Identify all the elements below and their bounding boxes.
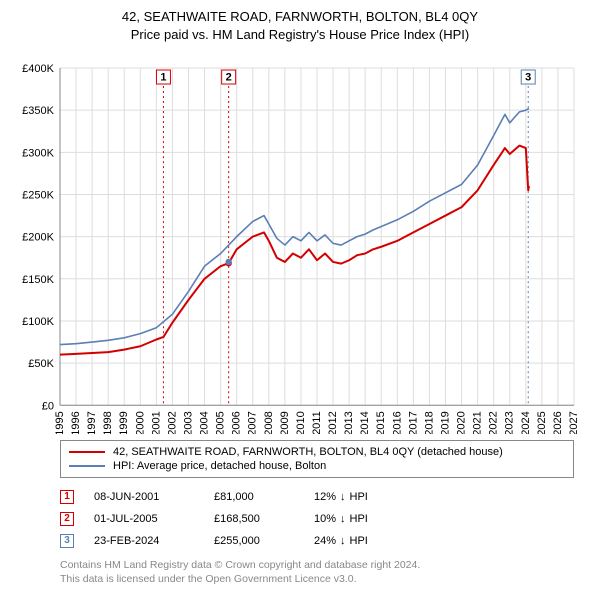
transaction-price: £255,000 bbox=[214, 535, 294, 547]
svg-text:2002: 2002 bbox=[166, 412, 178, 434]
transaction-delta: 10% HPI bbox=[314, 513, 424, 525]
svg-text:2000: 2000 bbox=[134, 412, 146, 434]
legend: 42, SEATHWAITE ROAD, FARNWORTH, BOLTON, … bbox=[60, 440, 574, 478]
arrow-down-icon bbox=[340, 513, 346, 525]
legend-swatch bbox=[69, 451, 105, 453]
svg-text:2025: 2025 bbox=[536, 412, 548, 434]
svg-text:2006: 2006 bbox=[231, 412, 243, 434]
footer-line: Contains HM Land Registry data © Crown c… bbox=[60, 558, 574, 572]
svg-text:1999: 1999 bbox=[118, 412, 130, 434]
transaction-date: 23-FEB-2024 bbox=[94, 535, 194, 547]
legend-item-property: 42, SEATHWAITE ROAD, FARNWORTH, BOLTON, … bbox=[69, 445, 565, 459]
svg-text:2023: 2023 bbox=[504, 412, 516, 434]
svg-text:1997: 1997 bbox=[86, 412, 98, 434]
svg-text:2014: 2014 bbox=[359, 412, 371, 434]
svg-text:2011: 2011 bbox=[311, 412, 323, 434]
title-block: 42, SEATHWAITE ROAD, FARNWORTH, BOLTON, … bbox=[12, 8, 588, 44]
svg-text:2003: 2003 bbox=[183, 412, 195, 434]
svg-text:£200K: £200K bbox=[22, 232, 54, 244]
legend-label: HPI: Average price, detached house, Bolt… bbox=[113, 460, 326, 472]
svg-text:2016: 2016 bbox=[391, 412, 403, 434]
svg-text:£50K: £50K bbox=[28, 358, 54, 370]
legend-swatch bbox=[69, 465, 105, 467]
transaction-date: 01-JUL-2005 bbox=[94, 513, 194, 525]
svg-text:2022: 2022 bbox=[488, 412, 500, 434]
svg-text:1996: 1996 bbox=[70, 412, 82, 434]
title-subtitle: Price paid vs. HM Land Registry's House … bbox=[12, 26, 588, 44]
svg-text:£250K: £250K bbox=[22, 190, 54, 202]
transaction-row: 3 23-FEB-2024 £255,000 24% HPI bbox=[60, 530, 574, 552]
svg-text:2004: 2004 bbox=[199, 412, 211, 434]
svg-text:2013: 2013 bbox=[343, 412, 355, 434]
svg-text:2: 2 bbox=[226, 72, 232, 84]
svg-text:£100K: £100K bbox=[22, 316, 54, 328]
svg-text:2007: 2007 bbox=[247, 412, 259, 434]
svg-text:2008: 2008 bbox=[263, 412, 275, 434]
svg-text:2021: 2021 bbox=[472, 412, 484, 434]
svg-text:2017: 2017 bbox=[407, 412, 419, 434]
svg-text:1: 1 bbox=[160, 72, 166, 84]
transaction-row: 2 01-JUL-2005 £168,500 10% HPI bbox=[60, 508, 574, 530]
svg-text:2012: 2012 bbox=[327, 412, 339, 434]
svg-text:1998: 1998 bbox=[102, 412, 114, 434]
svg-text:£400K: £400K bbox=[22, 63, 54, 75]
transaction-row: 1 08-JUN-2001 £81,000 12% HPI bbox=[60, 486, 574, 508]
chart-area: £0 £50K £100K £150K £200K £250K £300K £350K £400… bbox=[12, 50, 588, 433]
svg-text:2015: 2015 bbox=[375, 412, 387, 434]
transaction-marker-icon: 2 bbox=[60, 512, 74, 526]
svg-text:3: 3 bbox=[525, 72, 531, 84]
svg-text:£300K: £300K bbox=[22, 148, 54, 160]
svg-text:2024: 2024 bbox=[520, 412, 532, 434]
svg-text:2020: 2020 bbox=[456, 412, 468, 434]
svg-text:2010: 2010 bbox=[295, 412, 307, 434]
svg-text:2001: 2001 bbox=[150, 412, 162, 434]
transaction-date: 08-JUN-2001 bbox=[94, 491, 194, 503]
svg-text:2019: 2019 bbox=[440, 412, 452, 434]
title-address: 42, SEATHWAITE ROAD, FARNWORTH, BOLTON, … bbox=[12, 8, 588, 26]
transaction-delta: 24% HPI bbox=[314, 535, 424, 547]
legend-item-hpi: HPI: Average price, detached house, Bolt… bbox=[69, 459, 565, 473]
transaction-price: £168,500 bbox=[214, 513, 294, 525]
arrow-down-icon bbox=[340, 491, 346, 503]
svg-text:£150K: £150K bbox=[22, 274, 54, 286]
chart-container: 42, SEATHWAITE ROAD, FARNWORTH, BOLTON, … bbox=[0, 0, 600, 590]
legend-label: 42, SEATHWAITE ROAD, FARNWORTH, BOLTON, … bbox=[113, 446, 503, 458]
svg-text:2018: 2018 bbox=[423, 412, 435, 434]
footer-attribution: Contains HM Land Registry data © Crown c… bbox=[60, 558, 574, 586]
transaction-price: £81,000 bbox=[214, 491, 294, 503]
svg-text:2027: 2027 bbox=[568, 412, 580, 434]
arrow-down-icon bbox=[340, 535, 346, 547]
transaction-marker-icon: 1 bbox=[60, 490, 74, 504]
svg-text:2026: 2026 bbox=[552, 412, 564, 434]
transaction-delta: 12% HPI bbox=[314, 491, 424, 503]
svg-text:£0: £0 bbox=[42, 401, 54, 413]
svg-text:1995: 1995 bbox=[54, 412, 66, 434]
transactions-table: 1 08-JUN-2001 £81,000 12% HPI 2 01-JUL-2005 £1… bbox=[60, 486, 574, 552]
footer-line: This data is licensed under the Open Gov… bbox=[60, 572, 574, 586]
svg-text:£350K: £350K bbox=[22, 106, 54, 118]
svg-text:2005: 2005 bbox=[215, 412, 227, 434]
svg-text:2009: 2009 bbox=[279, 412, 291, 434]
price-chart: £0 £50K £100K £150K £200K £250K £300K £350K £400… bbox=[12, 50, 588, 433]
transaction-marker-icon: 3 bbox=[60, 534, 74, 548]
